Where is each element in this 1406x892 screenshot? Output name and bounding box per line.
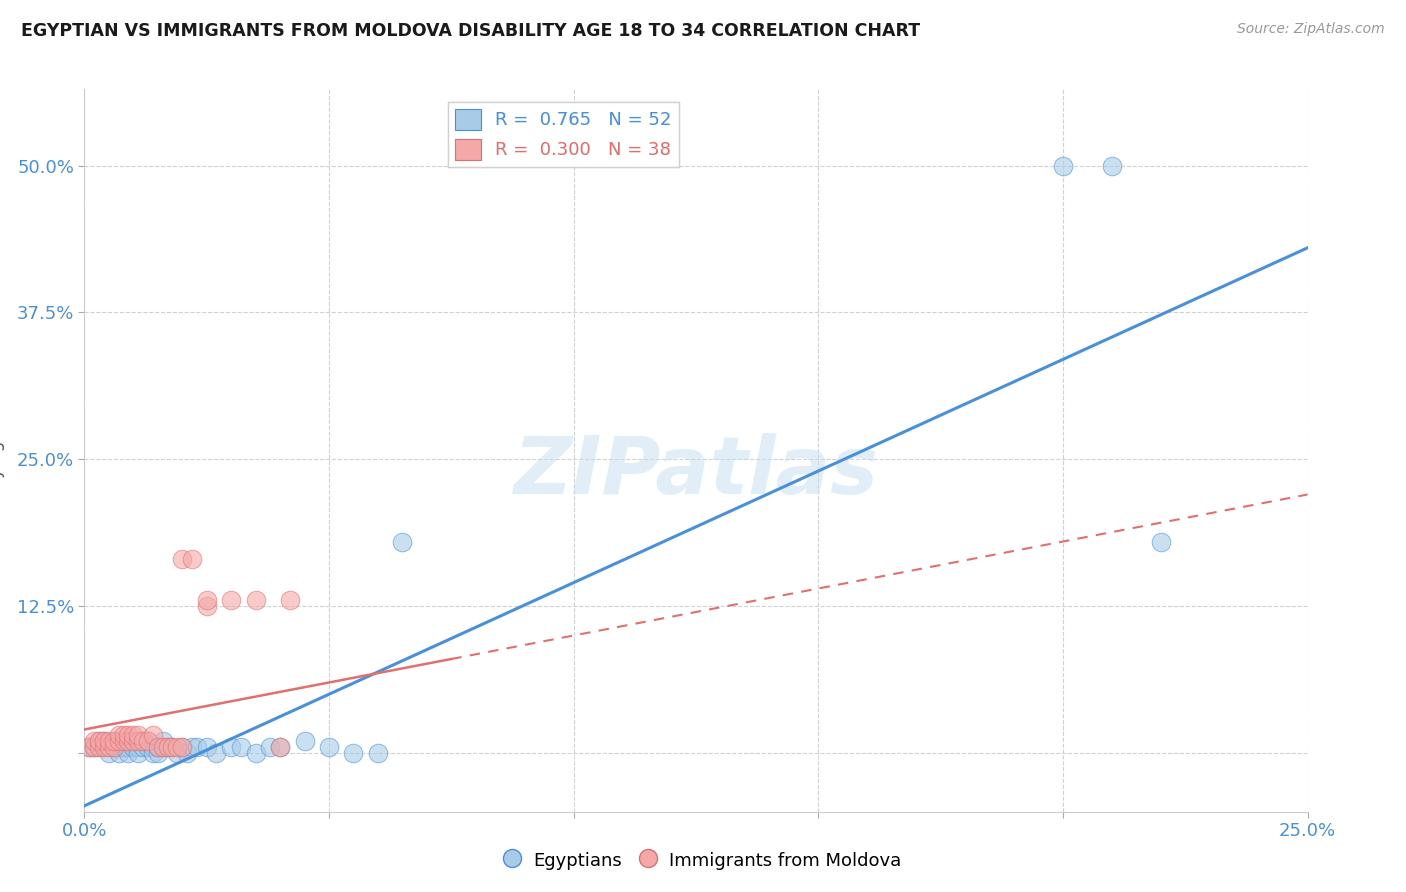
Point — [87, 734, 110, 748]
Point — [117, 728, 139, 742]
Legend: Egyptians, Immigrants from Moldova: Egyptians, Immigrants from Moldova — [498, 842, 908, 879]
Point — [132, 734, 155, 748]
Point — [117, 740, 139, 755]
Point — [367, 746, 389, 760]
Point — [97, 740, 120, 755]
Point — [122, 734, 145, 748]
Point — [156, 740, 179, 755]
Point — [87, 740, 110, 755]
Point — [132, 734, 155, 748]
Point — [83, 740, 105, 755]
Text: Source: ZipAtlas.com: Source: ZipAtlas.com — [1237, 22, 1385, 37]
Point — [87, 740, 110, 755]
Point — [83, 734, 105, 748]
Legend: R =  0.765   N = 52, R =  0.300   N = 38: R = 0.765 N = 52, R = 0.300 N = 38 — [449, 102, 679, 167]
Point — [181, 552, 204, 566]
Point — [77, 740, 100, 755]
Point — [172, 552, 194, 566]
Point — [152, 740, 174, 755]
Point — [112, 740, 135, 755]
Point — [136, 734, 159, 748]
Point — [97, 746, 120, 760]
Point — [103, 740, 125, 755]
Point — [391, 534, 413, 549]
Point — [77, 740, 100, 755]
Text: EGYPTIAN VS IMMIGRANTS FROM MOLDOVA DISABILITY AGE 18 TO 34 CORRELATION CHART: EGYPTIAN VS IMMIGRANTS FROM MOLDOVA DISA… — [21, 22, 920, 40]
Point — [259, 740, 281, 755]
Point — [146, 740, 169, 755]
Point — [136, 740, 159, 755]
Point — [172, 740, 194, 755]
Point — [294, 734, 316, 748]
Point — [122, 740, 145, 755]
Point — [107, 740, 129, 755]
Point — [152, 734, 174, 748]
Point — [269, 740, 291, 755]
Point — [127, 728, 149, 742]
Point — [181, 740, 204, 755]
Point — [269, 740, 291, 755]
Point — [172, 740, 194, 755]
Point — [146, 746, 169, 760]
Point — [127, 746, 149, 760]
Point — [146, 740, 169, 755]
Point — [142, 740, 165, 755]
Point — [195, 593, 218, 607]
Point — [122, 728, 145, 742]
Point — [103, 740, 125, 755]
Point — [132, 740, 155, 755]
Point — [278, 593, 301, 607]
Point — [117, 746, 139, 760]
Point — [112, 728, 135, 742]
Point — [245, 593, 267, 607]
Text: ZIPatlas: ZIPatlas — [513, 434, 879, 511]
Point — [93, 734, 115, 748]
Point — [93, 740, 115, 755]
Point — [142, 728, 165, 742]
Point — [107, 728, 129, 742]
Point — [205, 746, 228, 760]
Point — [107, 734, 129, 748]
Point — [142, 746, 165, 760]
Point — [342, 746, 364, 760]
Point — [136, 734, 159, 748]
Point — [103, 734, 125, 748]
Point — [122, 734, 145, 748]
Point — [186, 740, 208, 755]
Point — [245, 746, 267, 760]
Point — [229, 740, 252, 755]
Point — [97, 734, 120, 748]
Point — [117, 734, 139, 748]
Point — [219, 593, 242, 607]
Point — [93, 734, 115, 748]
Point — [162, 740, 184, 755]
Point — [107, 746, 129, 760]
Point — [176, 746, 198, 760]
Point — [166, 740, 188, 755]
Point — [87, 734, 110, 748]
Point — [1101, 159, 1123, 173]
Point — [97, 740, 120, 755]
Point — [1052, 159, 1074, 173]
Point — [152, 740, 174, 755]
Point — [103, 734, 125, 748]
Point — [318, 740, 340, 755]
Point — [1150, 534, 1173, 549]
Point — [112, 734, 135, 748]
Point — [83, 740, 105, 755]
Point — [127, 734, 149, 748]
Point — [127, 740, 149, 755]
Y-axis label: Disability Age 18 to 34: Disability Age 18 to 34 — [0, 356, 6, 545]
Point — [166, 746, 188, 760]
Point — [219, 740, 242, 755]
Point — [156, 740, 179, 755]
Point — [162, 740, 184, 755]
Point — [112, 734, 135, 748]
Point — [195, 740, 218, 755]
Point — [195, 599, 218, 614]
Point — [93, 740, 115, 755]
